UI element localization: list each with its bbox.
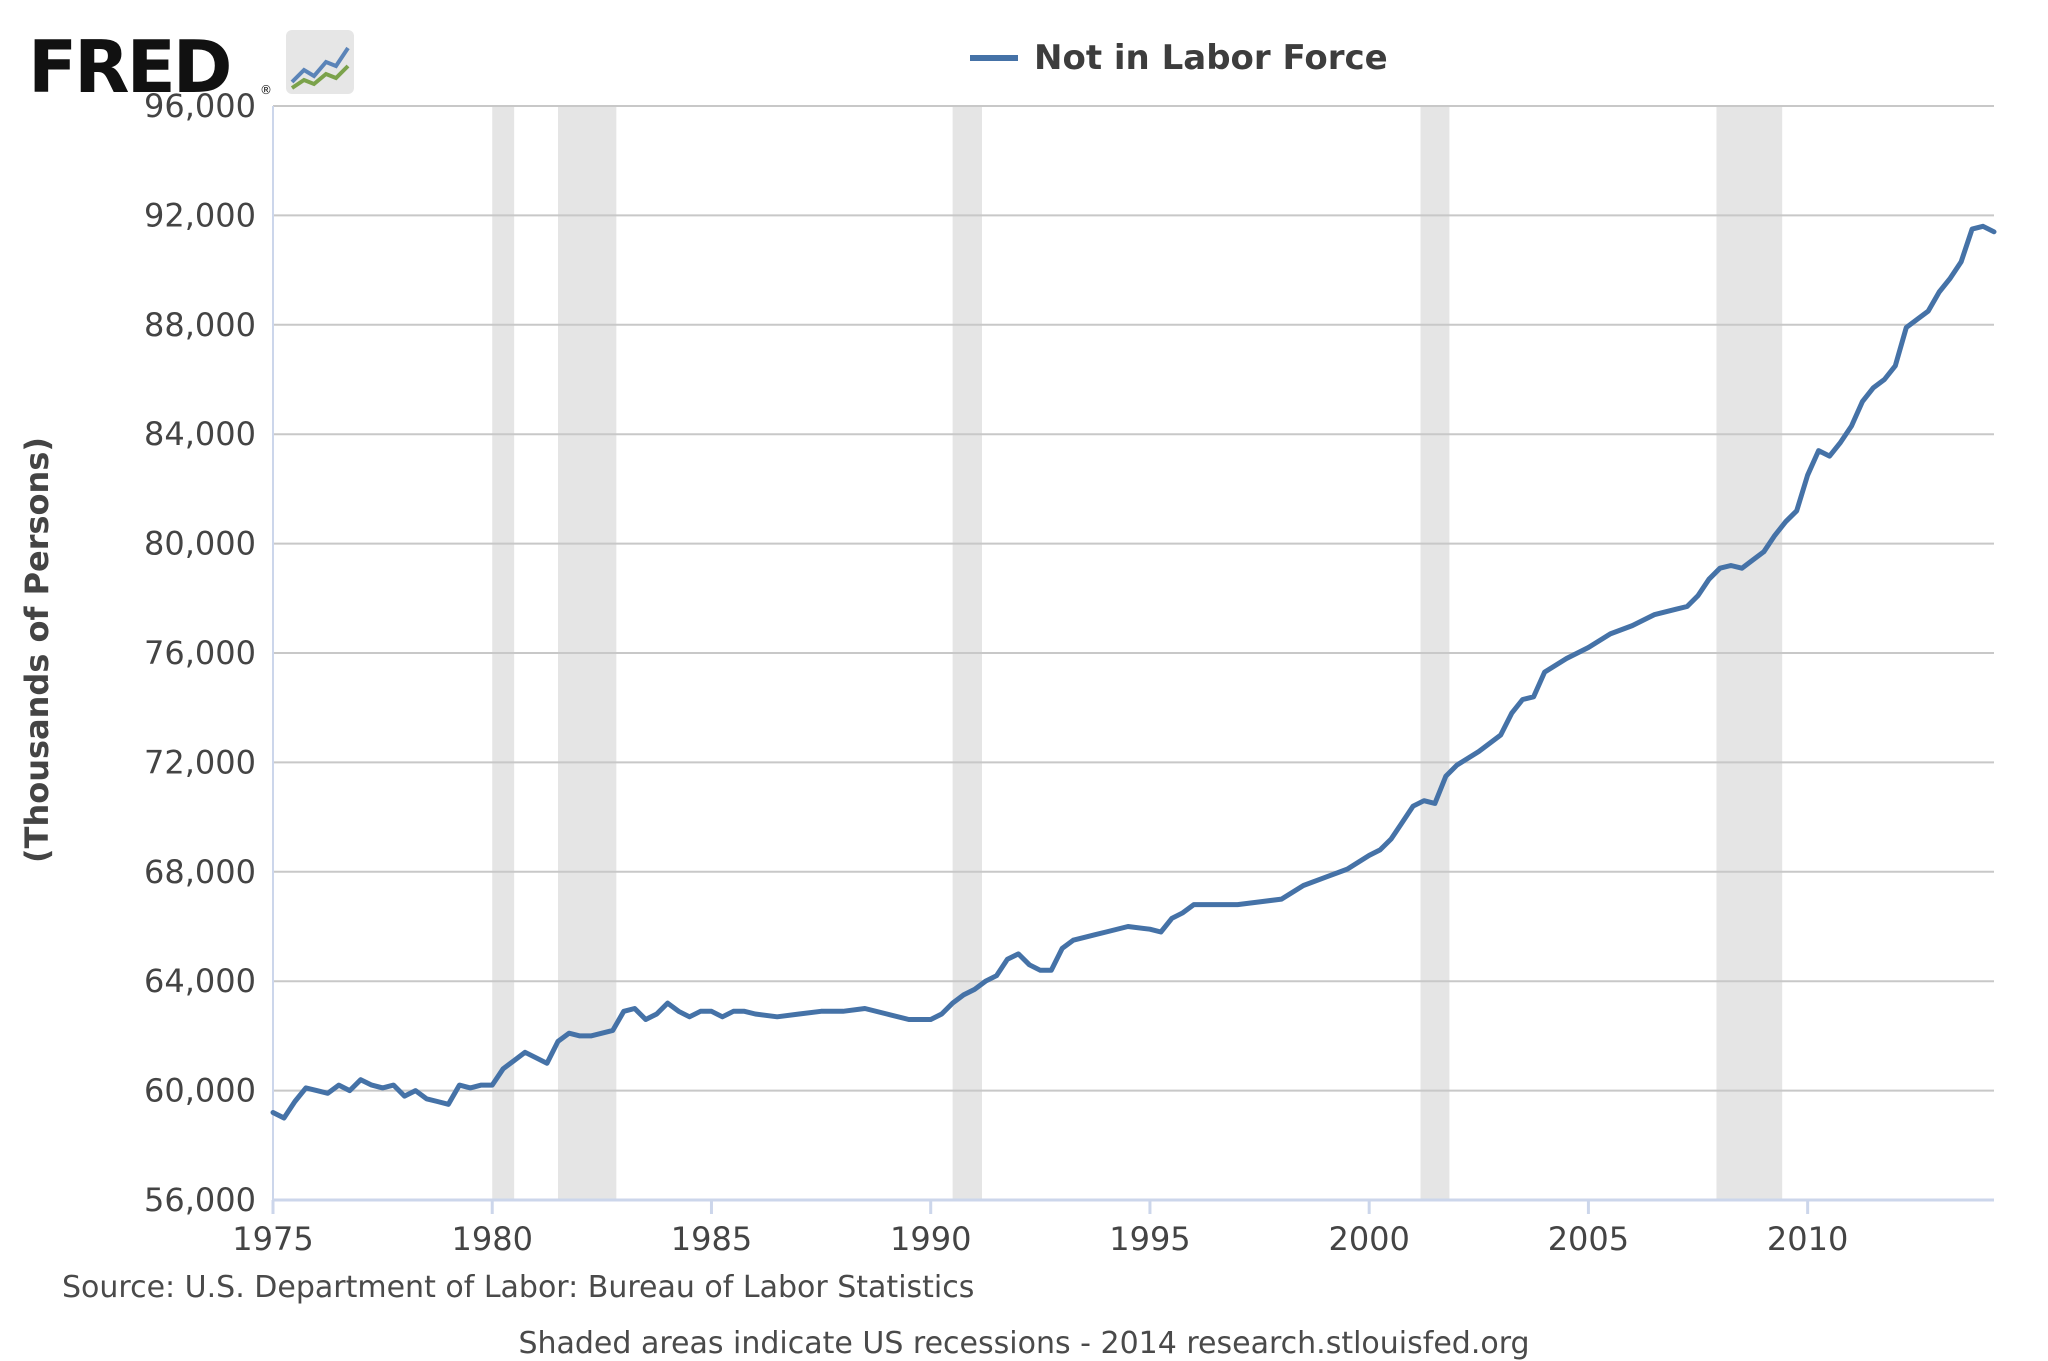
line-chart-icon	[286, 30, 354, 94]
series-line-0	[270, 223, 1997, 1121]
x-axis-tick-labels: 1975 1980 1985 1990 1995 2000 2005 2010	[232, 1200, 1848, 1258]
x-tick-label: 2000	[1328, 1220, 1409, 1258]
y-tick-label: 60,000	[144, 1072, 256, 1110]
x-tick-label: 1995	[1109, 1220, 1190, 1258]
x-tick-label: 2010	[1767, 1220, 1848, 1258]
legend-label: Not in Labor Force	[1034, 38, 1388, 78]
series-layer	[270, 223, 1997, 1121]
y-axis-label: (Thousands of Persons)	[18, 437, 56, 863]
x-tick-label: 1985	[671, 1220, 752, 1258]
y-tick-label: 88,000	[144, 306, 256, 344]
y-tick-label: 72,000	[144, 743, 256, 781]
y-tick-label: 80,000	[144, 525, 256, 563]
source-text: Source: U.S. Department of Labor: Bureau…	[62, 1270, 975, 1305]
y-tick-label: 64,000	[144, 962, 256, 1000]
fred-logo: FRED ®	[28, 25, 354, 102]
y-tick-label: 92,000	[144, 196, 256, 234]
x-tick-label: 2005	[1548, 1220, 1629, 1258]
y-tick-label: 84,000	[144, 415, 256, 453]
x-tick-label: 1975	[232, 1220, 313, 1258]
x-tick-label: 1980	[452, 1220, 533, 1258]
fred-logo-text: FRED	[28, 25, 230, 102]
legend-swatch	[970, 55, 1018, 61]
x-tick-label: 1990	[890, 1220, 971, 1258]
axes	[272, 106, 1994, 1202]
registered-mark: ®	[260, 83, 272, 97]
y-tick-label: 96,000	[144, 87, 256, 125]
y-tick-label: 76,000	[144, 634, 256, 672]
chart-legend: Not in Labor Force	[970, 36, 1388, 80]
y-tick-label: 56,000	[144, 1181, 256, 1219]
y-tick-label: 68,000	[144, 853, 256, 891]
grid-lines	[273, 105, 1994, 1092]
footer-note: Shaded areas indicate US recessions - 20…	[518, 1326, 1530, 1361]
y-axis-tick-labels: 56,000 60,000 64,000 68,000 72,000 76,000 80,0…	[144, 87, 256, 1219]
